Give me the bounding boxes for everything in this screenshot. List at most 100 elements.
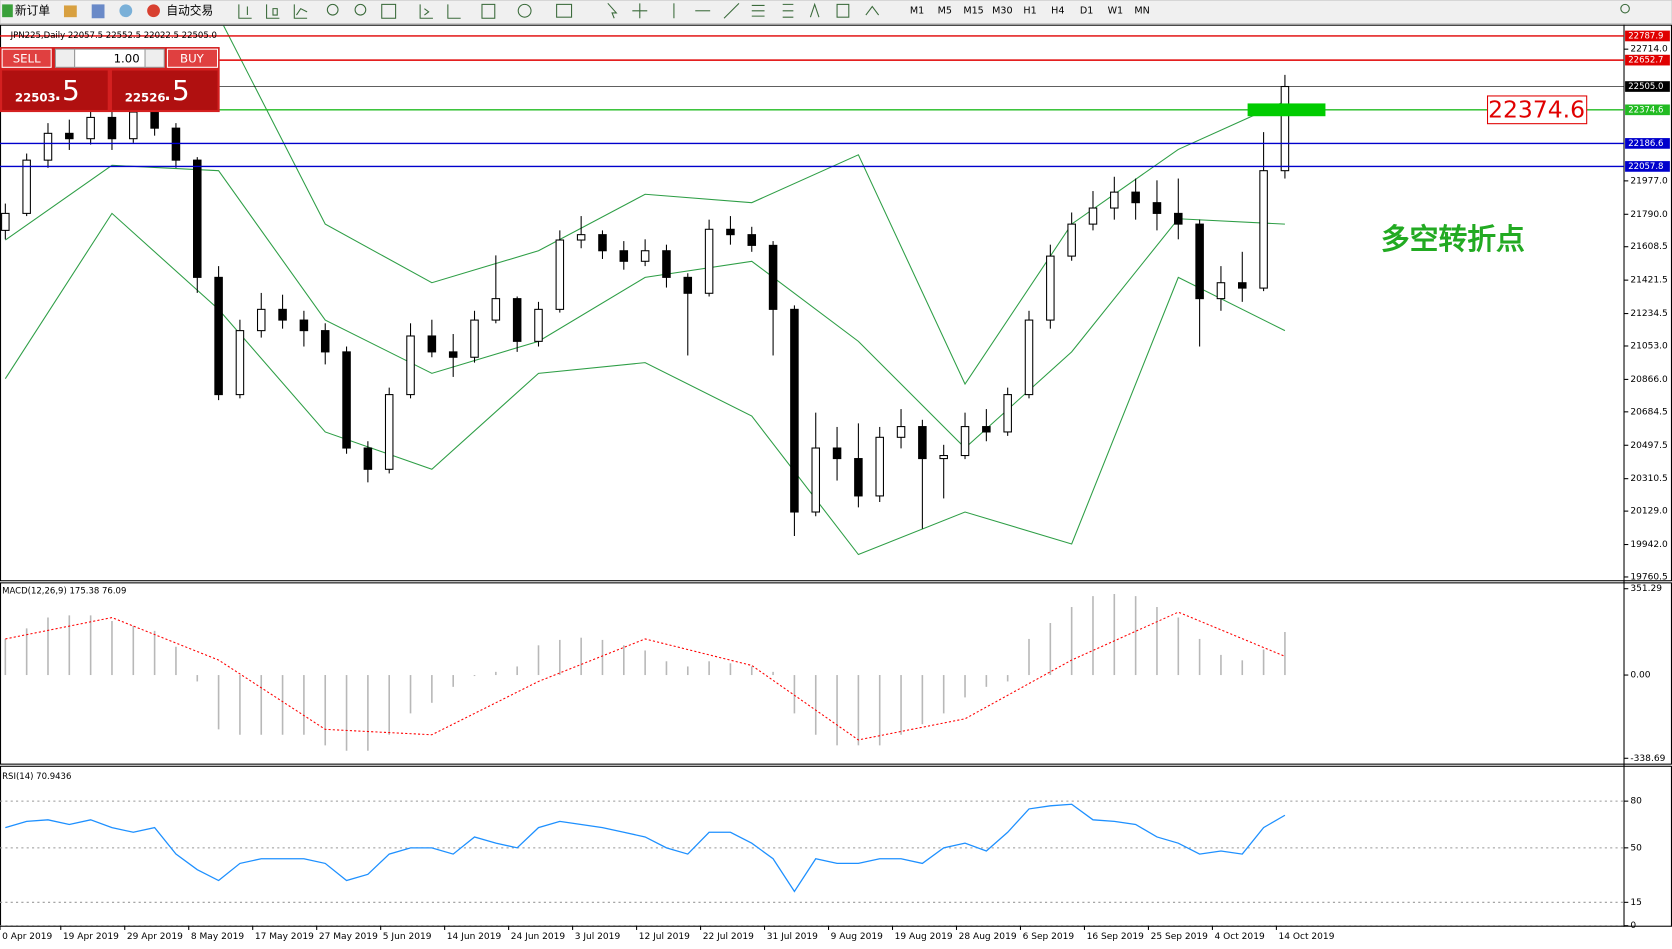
x-tick-label: 17 May 2019 (255, 932, 314, 942)
macd-signal (5, 611, 1286, 741)
y-tick-label: 20129.0 (1630, 507, 1668, 517)
icon[interactable] (556, 3, 573, 18)
icon[interactable] (517, 3, 532, 18)
x-tick-label: 25 Sep 2019 (1151, 932, 1209, 942)
icon[interactable] (447, 4, 461, 19)
candle-body (640, 250, 650, 262)
icon[interactable] (607, 2, 618, 19)
icon[interactable] (809, 2, 820, 18)
bid-main: 22503 (15, 91, 56, 105)
rsi-panel (0, 765, 1672, 927)
icon[interactable] (481, 3, 496, 19)
level-marker (1247, 103, 1326, 117)
candle-body (1174, 212, 1183, 225)
buy-price-box[interactable] (111, 70, 218, 110)
candle-body (1067, 223, 1076, 257)
timeframe[interactable]: M5 (938, 5, 952, 16)
timeframe[interactable]: M30 (992, 5, 1012, 16)
icon[interactable] (147, 4, 160, 18)
timeframe[interactable]: D1 (1080, 5, 1093, 16)
candle-body (1195, 223, 1204, 300)
candle-body (150, 111, 159, 129)
price-tag (1625, 54, 1670, 66)
panel-title: JPN225,Daily 22057.5 22552.5 22022.5 225… (10, 31, 217, 41)
x-tick-label: 14 Oct 2019 (1279, 932, 1335, 942)
x-tick-label: 27 May 2019 (319, 932, 378, 942)
price-tag-label: 22652.7 (1628, 56, 1663, 66)
candle-body (768, 244, 778, 310)
candle-body (896, 426, 906, 438)
auto-trading[interactable]: 自动交易 (166, 3, 213, 17)
candle-body (854, 458, 863, 497)
icon[interactable] (354, 3, 367, 16)
y-tick-label: -338.69 (1630, 754, 1665, 764)
y-tick-label: 19942.0 (1630, 540, 1668, 550)
candle-body (1024, 319, 1034, 396)
main-panel (0, 24, 1672, 582)
icon[interactable] (865, 5, 880, 16)
timeframe[interactable]: W1 (1108, 5, 1124, 16)
price-tag-label: 22374.6 (1628, 105, 1663, 115)
x-tick-label: 29 Apr 2019 (127, 932, 183, 942)
candle-body (1046, 255, 1055, 321)
y-tick-label: 351.29 (1630, 584, 1662, 594)
panel-title: RSI(14) 70.9436 (2, 772, 71, 782)
candle-body (1, 212, 10, 231)
buy-label: BUY (180, 51, 205, 65)
candle-body (65, 132, 74, 140)
lot-down[interactable] (54, 48, 76, 68)
buy-button[interactable] (166, 48, 219, 68)
candle-body (875, 436, 884, 497)
timeframe[interactable]: M1 (910, 5, 924, 16)
lot-value: 1.00 (114, 51, 140, 65)
x-tick-label: 3 Jul 2019 (575, 932, 621, 942)
x-tick-label: 14 Jun 2019 (447, 932, 502, 942)
icon[interactable] (751, 4, 765, 17)
icon[interactable] (293, 4, 308, 19)
x-tick-label: 4 Oct 2019 (1215, 932, 1265, 942)
timeframe[interactable]: H4 (1051, 5, 1064, 16)
candle-body (726, 228, 735, 236)
icon[interactable] (238, 4, 252, 19)
sell-price-box[interactable] (2, 70, 108, 110)
x-tick-label: 16 Sep 2019 (1087, 932, 1145, 942)
icon[interactable] (723, 2, 740, 19)
candle-body (107, 116, 117, 140)
icon[interactable] (63, 5, 77, 18)
rsi-plot (0, 800, 1625, 926)
y-tick-label: 20684.5 (1630, 407, 1667, 417)
candle-body (960, 426, 970, 457)
macd-panel (0, 582, 1672, 765)
candle-body (1216, 282, 1226, 300)
icon[interactable] (381, 3, 397, 19)
new-order[interactable]: 新订单 (15, 3, 50, 17)
icon (2, 4, 13, 18)
candle-body (448, 351, 458, 358)
icon[interactable] (836, 3, 850, 18)
candle-body (939, 455, 948, 460)
search-icon[interactable] (1620, 3, 1630, 14)
timeframe[interactable]: MN (1134, 5, 1149, 16)
price-tag (1625, 30, 1670, 42)
timeframe[interactable]: M15 (963, 5, 983, 16)
lot-up[interactable] (144, 48, 165, 68)
icon[interactable] (419, 4, 433, 19)
axes: JPN225,Daily 22057.5 22552.5 22022.5 225… (0, 30, 1670, 942)
candle-body (747, 234, 757, 246)
x-tick-label: 31 Jul 2019 (767, 932, 818, 942)
rsi-line (5, 803, 1286, 893)
timeframe[interactable]: H1 (1023, 5, 1036, 16)
sell-button[interactable] (1, 48, 52, 68)
icon[interactable] (326, 3, 339, 16)
icon[interactable] (119, 4, 133, 18)
candle-body (918, 426, 927, 460)
icon[interactable] (266, 4, 280, 19)
candle-body (832, 447, 842, 460)
icon[interactable] (91, 4, 105, 19)
candle-body (235, 330, 245, 396)
icon[interactable] (782, 3, 794, 18)
candle-body (704, 228, 714, 294)
icon[interactable] (632, 3, 648, 19)
